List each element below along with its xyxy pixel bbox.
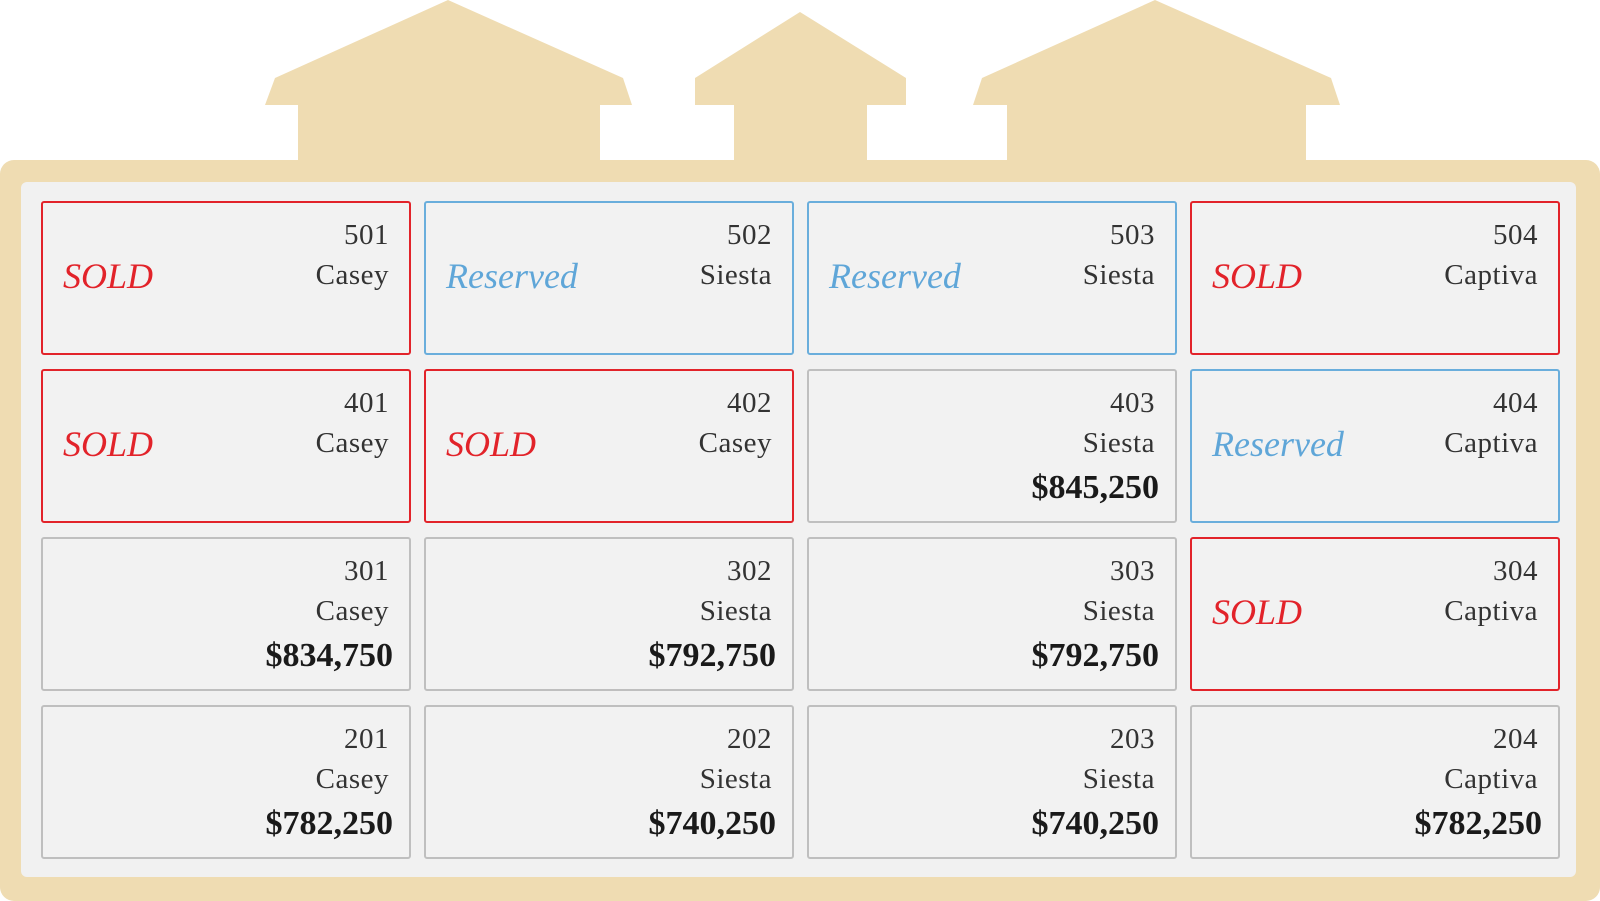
unit-model: Siesta (699, 259, 772, 291)
unit-card[interactable]: SOLD 504 Captiva (1190, 201, 1560, 355)
unit-status: Reserved (829, 256, 961, 296)
unit-card[interactable]: 301 Casey $834,750 (41, 537, 411, 691)
unit-number: 301 (344, 555, 389, 587)
unit-model: Siesta (1082, 427, 1155, 459)
unit-number: 201 (344, 723, 389, 755)
roof-left (265, 0, 632, 170)
unit-card[interactable]: Reserved 502 Siesta (424, 201, 794, 355)
roof-middle (695, 12, 906, 170)
unit-number: 503 (1110, 219, 1155, 251)
unit-number: 403 (1110, 387, 1155, 419)
unit-model: Siesta (1082, 763, 1155, 795)
unit-status: SOLD (1212, 592, 1303, 632)
unit-card[interactable]: 202 Siesta $740,250 (424, 705, 794, 859)
unit-model: Siesta (1082, 259, 1155, 291)
unit-number: 304 (1493, 555, 1538, 587)
unit-number: 504 (1493, 219, 1538, 251)
roof-right (973, 0, 1340, 170)
unit-number: 502 (727, 219, 772, 251)
unit-number: 401 (344, 387, 389, 419)
unit-number: 204 (1493, 723, 1538, 755)
unit-number: 404 (1493, 387, 1538, 419)
unit-card[interactable]: SOLD 501 Casey (41, 201, 411, 355)
unit-status: Reserved (1212, 424, 1344, 464)
unit-card[interactable]: SOLD 402 Casey (424, 369, 794, 523)
unit-model: Casey (315, 595, 389, 627)
unit-card[interactable]: Reserved 404 Captiva (1190, 369, 1560, 523)
unit-model: Siesta (699, 595, 772, 627)
unit-number: 303 (1110, 555, 1155, 587)
unit-price: $740,250 (648, 805, 777, 842)
unit-status: SOLD (446, 424, 537, 464)
unit-model: Captiva (1444, 595, 1538, 627)
unit-model: Casey (315, 763, 389, 795)
unit-card[interactable]: Reserved 503 Siesta (807, 201, 1177, 355)
unit-card[interactable]: SOLD 401 Casey (41, 369, 411, 523)
unit-price: $782,250 (1414, 805, 1543, 842)
unit-card[interactable]: 302 Siesta $792,750 (424, 537, 794, 691)
unit-number: 203 (1110, 723, 1155, 755)
unit-card[interactable]: 403 Siesta $845,250 (807, 369, 1177, 523)
unit-number: 402 (727, 387, 772, 419)
unit-card[interactable]: SOLD 304 Captiva (1190, 537, 1560, 691)
unit-status: SOLD (1212, 256, 1303, 296)
unit-card[interactable]: 201 Casey $782,250 (41, 705, 411, 859)
unit-model: Casey (698, 427, 772, 459)
unit-card[interactable]: 204 Captiva $782,250 (1190, 705, 1560, 859)
unit-price: $834,750 (265, 637, 394, 674)
unit-price: $740,250 (1031, 805, 1160, 842)
unit-model: Siesta (699, 763, 772, 795)
unit-price: $782,250 (265, 805, 394, 842)
unit-model: Casey (315, 259, 389, 291)
unit-model: Siesta (1082, 595, 1155, 627)
unit-status: Reserved (446, 256, 578, 296)
unit-model: Captiva (1444, 763, 1538, 795)
unit-number: 302 (727, 555, 772, 587)
unit-card[interactable]: 203 Siesta $740,250 (807, 705, 1177, 859)
unit-number: 202 (727, 723, 772, 755)
unit-model: Casey (315, 427, 389, 459)
unit-status: SOLD (63, 424, 154, 464)
unit-number: 501 (344, 219, 389, 251)
unit-price: $792,750 (648, 637, 777, 674)
unit-card[interactable]: 303 Siesta $792,750 (807, 537, 1177, 691)
unit-price: $845,250 (1031, 469, 1160, 506)
unit-status: SOLD (63, 256, 154, 296)
unit-model: Captiva (1444, 259, 1538, 291)
unit-price: $792,750 (1031, 637, 1160, 674)
unit-model: Captiva (1444, 427, 1538, 459)
